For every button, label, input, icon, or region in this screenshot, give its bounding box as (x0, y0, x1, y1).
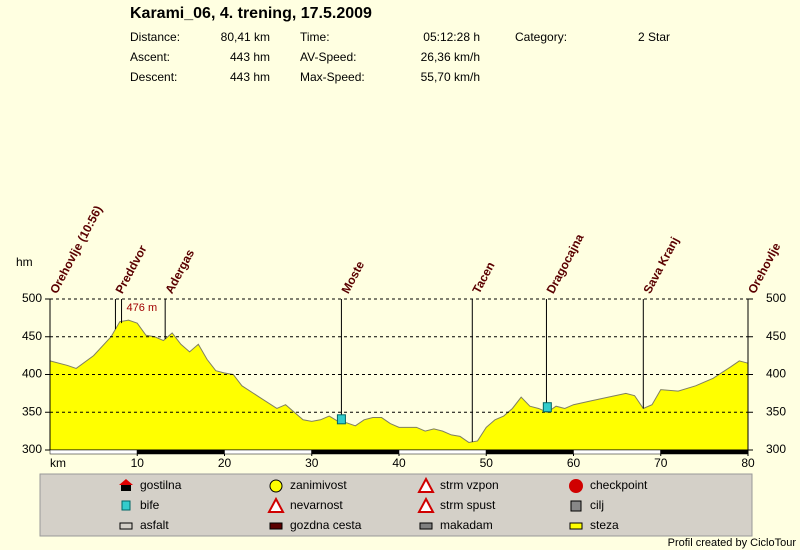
x-tick-label: 80 (741, 456, 755, 470)
scale-segment (398, 449, 487, 455)
x-tick-label: 70 (654, 456, 668, 470)
legend-label: gozdna cesta (290, 518, 362, 532)
scale-segment (311, 449, 400, 455)
bife-marker (542, 402, 552, 413)
scale-segment (660, 449, 749, 455)
y-axis-label: hm (16, 255, 33, 269)
scale-segment (49, 449, 138, 455)
stat-value: 80,41 km (221, 30, 270, 44)
stat-value: 55,70 km/h (421, 70, 480, 84)
waypoint-label: Sava Kranj (640, 235, 681, 296)
x-tick-label: 30 (305, 456, 319, 470)
stat-label: Ascent: (130, 50, 170, 64)
scale-segment (137, 449, 225, 455)
waypoint-label: Preddvor (113, 243, 150, 296)
legend-icon (417, 496, 435, 513)
waypoint-label: Dragocajna (544, 231, 587, 296)
legend-label: bife (140, 498, 160, 512)
legend-icon (121, 500, 131, 511)
profile-fill (50, 320, 748, 450)
legend-icon (121, 484, 131, 491)
stat-value: 05:12:28 h (423, 30, 480, 44)
legend-box (39, 473, 753, 537)
y-tick-label: 400 (22, 367, 42, 381)
legend-label: steza (590, 518, 619, 532)
legend-icon (269, 479, 283, 493)
y-tick-label-right: 350 (766, 404, 786, 418)
legend-label: strm spust (440, 498, 496, 512)
y-tick-label: 500 (22, 291, 42, 305)
y-tick-label-right: 400 (766, 367, 786, 381)
credit: Profil created by CicloTour (668, 537, 797, 549)
stat-value: 2 Star (638, 30, 670, 44)
scale-segment (486, 449, 574, 455)
stat-label: AV-Speed: (300, 50, 356, 64)
x-tick-label: 60 (567, 456, 581, 470)
stat-label: Distance: (130, 30, 180, 44)
legend-icon (569, 479, 583, 493)
annotation: 476 m (127, 302, 158, 314)
waypoint-label: Orehovlje (745, 240, 784, 296)
x-tick-label: 10 (131, 456, 145, 470)
y-tick-label: 450 (22, 329, 42, 343)
stat-label: Time: (300, 30, 330, 44)
stat-value: 443 hm (230, 50, 270, 64)
x-tick-label: 20 (218, 456, 232, 470)
x-tick-label: 50 (480, 456, 494, 470)
y-tick-label-right: 500 (766, 291, 786, 305)
legend-icon (417, 476, 435, 493)
stat-value: 443 hm (230, 70, 270, 84)
waypoint-label: Adergas (162, 247, 197, 296)
legend-label: strm vzpon (440, 478, 499, 492)
legend-label: zanimivost (290, 478, 347, 492)
stat-label: Category: (515, 30, 567, 44)
legend-icon (570, 500, 582, 512)
legend-label: gostilna (140, 478, 182, 492)
stat-label: Descent: (130, 70, 177, 84)
y-tick-label: 350 (22, 404, 42, 418)
chart-title: Karami_06, 4. trening, 17.5.2009 (130, 5, 372, 22)
legend-label: cilj (590, 498, 604, 512)
legend-label: nevarnost (290, 498, 343, 512)
legend-icon (569, 522, 583, 530)
legend-icon (119, 522, 133, 530)
y-tick-label: 300 (22, 442, 42, 456)
x-tick-label: 40 (392, 456, 406, 470)
stat-value: 26,36 km/h (421, 50, 480, 64)
profile-line (49, 319, 749, 443)
y-tick-label-right: 450 (766, 329, 786, 343)
waypoint-label: Orehovlje (10:56) (47, 203, 105, 296)
legend-label: asfalt (140, 518, 169, 532)
waypoint-label: Tacen (469, 259, 497, 295)
x-axis-label: km (50, 456, 66, 470)
scale-segment (224, 449, 312, 455)
waypoint-label: Moste (339, 258, 368, 295)
legend-label: checkpoint (590, 478, 648, 492)
legend-icon (269, 522, 283, 530)
legend-icon (267, 496, 285, 513)
scale-segment (573, 449, 661, 455)
stat-label: Max-Speed: (300, 70, 365, 84)
y-tick-label-right: 300 (766, 442, 786, 456)
legend-icon (119, 479, 133, 485)
legend-label: makadam (440, 518, 493, 532)
bife-marker (336, 414, 346, 425)
legend-icon (419, 522, 433, 530)
